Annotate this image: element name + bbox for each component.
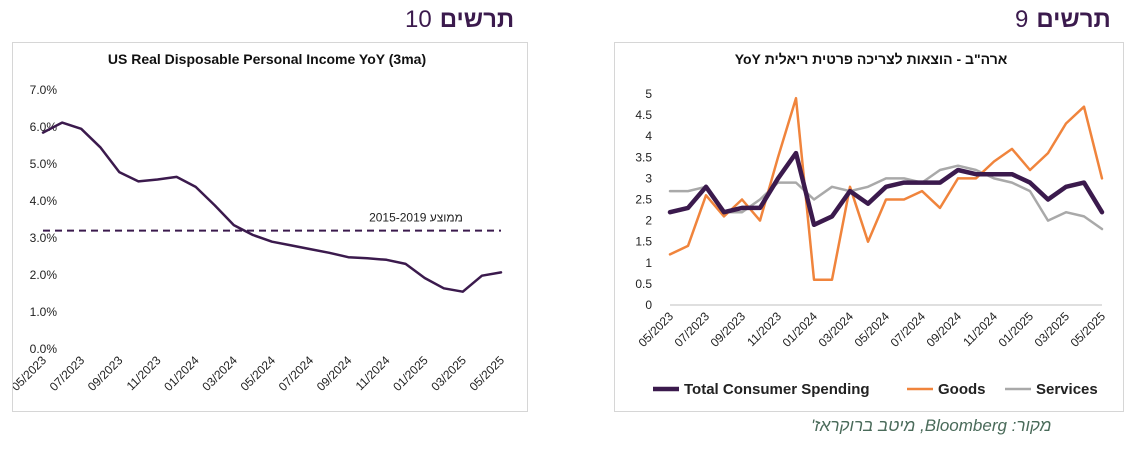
spending-chart: ארה"ב - הוצאות לצריכה פרטית ריאלית YoY 0… xyxy=(635,51,1109,398)
series-line-income xyxy=(41,121,503,293)
x-tick-label: 11/2024 xyxy=(960,309,1000,349)
legend-label: Services xyxy=(1036,381,1098,398)
figure-number: 9 xyxy=(1015,6,1029,33)
legend-label: Goods xyxy=(938,381,986,398)
x-tick-label: 07/2023 xyxy=(672,309,713,350)
x-tick-label: 09/2023 xyxy=(85,353,126,394)
x-tick-label: 01/2024 xyxy=(161,353,202,394)
series-line-total-consumer-spending xyxy=(667,150,1105,228)
x-tick-label: 07/2024 xyxy=(888,309,929,350)
figure-9-caption: תרשים 9 xyxy=(1015,6,1111,34)
x-tick-label: 01/2025 xyxy=(390,353,431,394)
y-tick-label: 1.0% xyxy=(30,305,58,319)
x-tick-label: 01/2024 xyxy=(780,309,821,350)
y-tick-label: 5.0% xyxy=(30,157,58,171)
y-tick-label: 6.0% xyxy=(30,120,58,134)
y-tick-label: 0 xyxy=(645,298,652,312)
y-tick-label: 1 xyxy=(645,256,652,270)
x-tick-label: 11/2024 xyxy=(353,353,393,393)
y-tick-label: 3.0% xyxy=(30,231,58,245)
x-tick-label: 05/2025 xyxy=(1068,309,1109,350)
x-tick-label: 11/2023 xyxy=(744,309,784,349)
chart-title: ארה"ב - הוצאות לצריכה פרטית ריאלית YoY xyxy=(735,51,1008,67)
x-tick-label: 05/2023 xyxy=(13,353,49,394)
income-chart-panel: US Real Disposable Personal Income YoY (… xyxy=(12,42,528,412)
y-tick-label: 0.0% xyxy=(30,342,58,356)
y-tick-label: 3 xyxy=(645,171,652,185)
reference-line-label: ממוצע 2015-2019 xyxy=(369,211,463,225)
x-tick-label: 03/2025 xyxy=(1032,309,1073,350)
legend-label: Total Consumer Spending xyxy=(684,381,870,398)
figure-number: 10 xyxy=(405,6,432,33)
y-tick-label: 2.5 xyxy=(635,193,652,207)
x-tick-label: 05/2025 xyxy=(467,353,508,394)
y-tick-label: 7.0% xyxy=(30,83,58,97)
y-tick-label: 4 xyxy=(645,129,652,143)
income-chart: US Real Disposable Personal Income YoY (… xyxy=(13,51,508,394)
source-note: מקור: Bloomberg, מיטב ברוקראז' xyxy=(811,416,1052,435)
x-tick-label: 09/2024 xyxy=(924,309,965,350)
y-tick-label: 1.5 xyxy=(635,235,652,249)
x-tick-label: 01/2025 xyxy=(996,309,1037,350)
y-tick-label: 3.5 xyxy=(635,150,652,164)
x-tick-label: 11/2023 xyxy=(124,353,164,393)
y-tick-label: 2 xyxy=(645,214,652,228)
x-tick-label: 03/2025 xyxy=(428,353,469,394)
y-tick-label: 4.0% xyxy=(30,194,58,208)
x-tick-label: 09/2024 xyxy=(314,353,355,394)
x-tick-label: 03/2024 xyxy=(199,353,240,394)
y-tick-label: 5 xyxy=(645,87,652,101)
spending-chart-panel: ארה"ב - הוצאות לצריכה פרטית ריאלית YoY 0… xyxy=(614,42,1124,412)
figure-word: תרשים xyxy=(1036,6,1111,33)
x-tick-label: 07/2023 xyxy=(47,353,88,394)
y-tick-label: 0.5 xyxy=(635,277,652,291)
x-tick-label: 05/2024 xyxy=(238,353,279,394)
chart-title: US Real Disposable Personal Income YoY (… xyxy=(108,51,426,67)
figure-word: תרשים xyxy=(439,6,515,33)
x-tick-label: 03/2024 xyxy=(816,309,857,350)
x-tick-label: 05/2024 xyxy=(852,309,893,350)
series-line-services xyxy=(668,164,1104,231)
series-line-goods xyxy=(668,96,1104,281)
y-tick-label: 4.5 xyxy=(635,108,652,122)
y-tick-label: 2.0% xyxy=(30,268,58,282)
x-tick-label: 09/2023 xyxy=(708,309,749,350)
x-tick-label: 05/2023 xyxy=(636,309,677,350)
x-tick-label: 07/2024 xyxy=(276,353,317,394)
figure-10-caption: תרשים 10 xyxy=(405,6,514,34)
